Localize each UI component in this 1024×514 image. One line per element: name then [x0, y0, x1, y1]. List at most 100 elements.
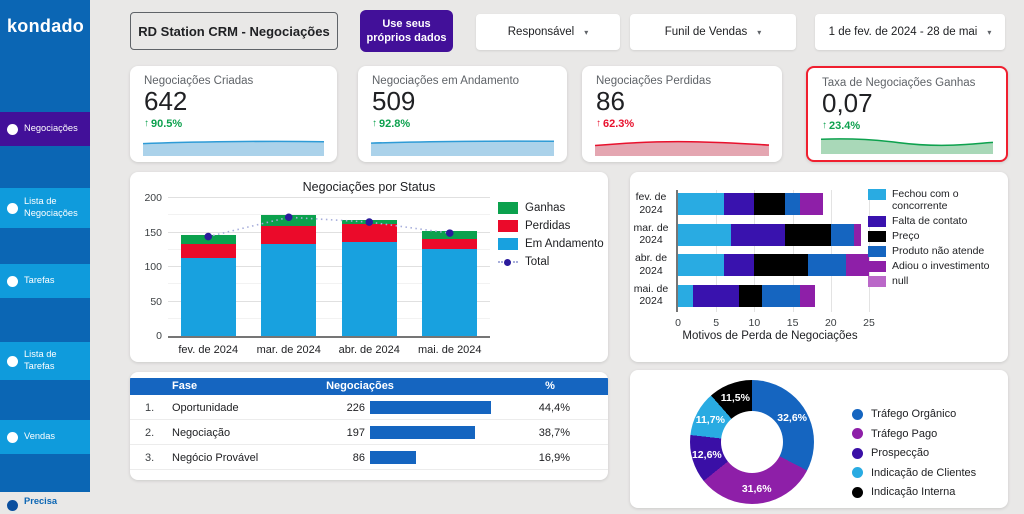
sidebar: kondado Negociações Lista de Negociações…: [0, 0, 90, 514]
chevron-down-icon: ▾: [757, 27, 762, 37]
kpi-value: 509: [372, 86, 416, 116]
kpi-card-negociacoes-perdidas: Negociações Perdidas 86 ↑ 62.3%: [582, 66, 782, 162]
phase-table: Fase Negociações % 1. Oportunidade 226 44,4…: [130, 372, 608, 480]
gridline: [168, 266, 490, 267]
legend-swatch: [498, 202, 518, 214]
table-row[interactable]: 2. Negociação 197 38,7%: [130, 420, 608, 445]
bar-segment: [723, 254, 755, 277]
bullet-icon: [7, 431, 18, 443]
legend-label: Fechou com o concorrente: [892, 188, 959, 213]
gridline: [168, 317, 490, 319]
bar-segment: [341, 242, 397, 336]
legend-swatch: [868, 231, 886, 243]
cell-value: 197: [346, 427, 365, 439]
kpi-delta: ↑ 92.8%: [372, 118, 553, 130]
gridline: [754, 190, 756, 312]
legend-swatch: [868, 216, 886, 228]
sparkline-chart: [595, 137, 769, 156]
x-axis-label: abr. de 2024: [338, 344, 400, 356]
bar-segment: [180, 258, 236, 336]
row-index: 3.: [145, 452, 155, 464]
table-row[interactable]: 1. Oportunidade 226 44,4%: [130, 395, 608, 420]
legend-item: Perdidas: [498, 220, 604, 232]
legend-swatch: [868, 246, 886, 258]
kpi-label: Negociações Criadas: [144, 75, 254, 87]
total-point: [445, 229, 454, 237]
gridline: [168, 283, 490, 285]
bar-segment: [422, 249, 478, 336]
sidebar-item-label: Negociações: [24, 123, 78, 134]
sidebar-item-label: Tarefas: [24, 275, 55, 286]
legend-item: Em Andamento: [498, 238, 604, 250]
page-title: RD Station CRM - Negociações: [130, 12, 338, 50]
use-own-data-button[interactable]: Use seus próprios dados: [360, 10, 453, 52]
sidebar-item-lista-de-tarefas[interactable]: Lista de Tarefas: [0, 342, 90, 380]
legend-label: Ganhas: [525, 202, 566, 214]
kpi-label: Negociações Perdidas: [596, 75, 712, 87]
sidebar-item-vendas[interactable]: Vendas: [0, 420, 90, 454]
legend-label: Perdidas: [525, 220, 571, 232]
sidebar-item-lista-de-negociacoes[interactable]: Lista de Negociações: [0, 188, 90, 228]
x-axis-tick: 25: [863, 317, 875, 329]
gridline: [168, 231, 490, 233]
x-axis-tick: 0: [675, 317, 681, 329]
donut-chart[interactable]: 32,6% 31,6% 12,6% 11,7% 11,5%: [690, 380, 814, 504]
stacked-bar[interactable]: [678, 193, 824, 215]
sidebar-item-tarefas[interactable]: Tarefas: [0, 264, 90, 298]
kpi-value: 642: [144, 86, 188, 116]
bar-segment: [261, 226, 317, 244]
sources-donut-card: 32,6% 31,6% 12,6% 11,7% 11,5% Tráfego Orgâni…: [630, 370, 1008, 508]
column-header-negociacoes: Negociações: [326, 380, 394, 392]
legend-item: Adiou o investimento: [868, 260, 1000, 273]
slice-label: 11,5%: [720, 392, 750, 405]
bar-segment: [739, 284, 762, 307]
sparkline-chart: [821, 135, 993, 154]
x-axis-label: mai. de 2024: [417, 344, 482, 356]
kondado-logo: kondado: [7, 16, 85, 36]
legend-item: Indicação de Clientes: [852, 467, 976, 479]
bullet-icon: [7, 355, 18, 367]
y-axis-tick: 200: [144, 192, 162, 204]
cell-value: 86: [352, 452, 365, 464]
cell-pct: 16,9%: [538, 452, 570, 464]
legend-label: Falta de contato: [892, 215, 968, 228]
stacked-bar[interactable]: [341, 220, 397, 336]
legend-label: null: [892, 275, 909, 288]
cell-value: 226: [346, 402, 365, 414]
bar-segment: [723, 193, 755, 215]
gridline: [830, 190, 832, 312]
bar-segment: [754, 193, 785, 215]
dotted-line-icon: [498, 258, 518, 266]
y-axis-tick: 150: [144, 226, 162, 239]
donut-hole: [721, 411, 783, 473]
filter-funil-de-vendas[interactable]: Funil de Vendas ▾: [630, 14, 796, 50]
stacked-bar[interactable]: [678, 223, 862, 246]
gridline: [716, 190, 718, 312]
legend-swatch: [868, 276, 886, 288]
bullet-icon: [7, 123, 18, 135]
sidebar-item-label: Vendas: [24, 431, 56, 442]
filter-date-range[interactable]: 1 de fev. de 2024 - 28 de mai ▾: [815, 14, 1005, 50]
gridline: [168, 248, 490, 250]
legend-item: null: [868, 275, 1000, 288]
kpi-delta-value: 92.8%: [379, 117, 411, 130]
column-header-fase: Fase: [172, 380, 198, 392]
legend-item: Tráfego Pago: [852, 428, 976, 440]
cell-bar: [370, 401, 491, 414]
gridline: [168, 300, 490, 302]
column-header-pct: %: [545, 380, 555, 392]
stacked-bar[interactable]: [678, 284, 816, 307]
sidebar-item-label: Lista de Tarefas: [24, 349, 57, 371]
donut-legend: Tráfego Orgânico Tráfego Pago Prospecção In…: [852, 408, 976, 498]
sidebar-item-negociacoes[interactable]: Negociações: [0, 112, 90, 146]
bullet-icon: [7, 500, 18, 511]
row-index: 1.: [145, 402, 155, 414]
sidebar-item-precisa[interactable]: Precisa: [0, 496, 90, 514]
stacked-bar[interactable]: [678, 254, 869, 277]
kpi-delta: ↑ 23.4%: [822, 120, 992, 132]
y-axis-label: mar. de 2024: [633, 221, 669, 247]
table-row[interactable]: 3. Negócio Provável 86 16,9%: [130, 445, 608, 470]
filter-label: Responsável: [507, 26, 575, 38]
filter-responsavel[interactable]: Responsável ▾: [476, 14, 620, 50]
trend-up-icon: ↑: [822, 120, 827, 132]
